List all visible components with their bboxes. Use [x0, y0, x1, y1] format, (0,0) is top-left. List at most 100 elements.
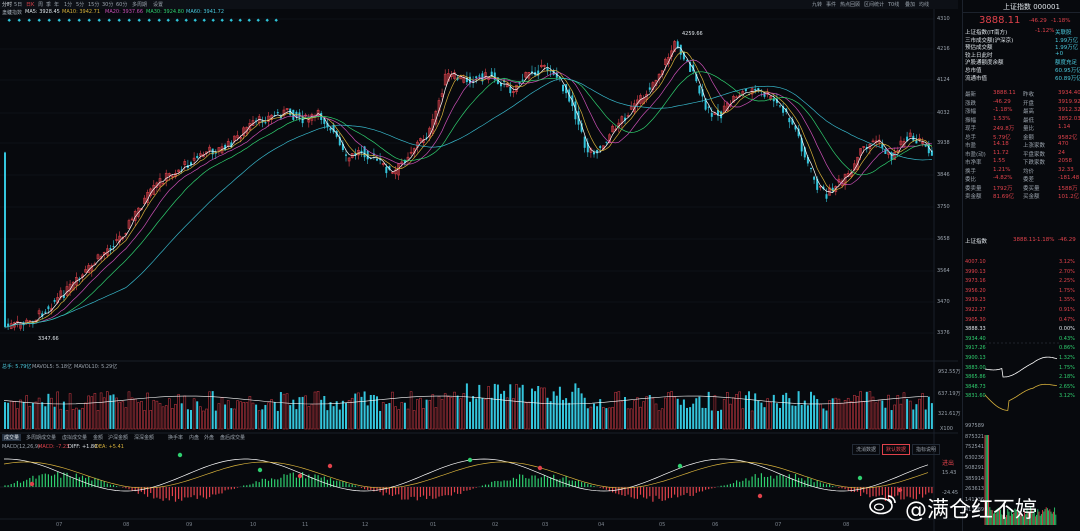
ma-line: [4, 46, 933, 328]
tool-ma[interactable]: 均线: [919, 2, 930, 8]
tool-overlay[interactable]: 叠加: [905, 2, 916, 8]
candle-body: [62, 295, 65, 298]
tab-quarter[interactable]: 季: [46, 2, 52, 8]
tab-fenshi[interactable]: 分时: [2, 2, 13, 8]
tab-5day[interactable]: 5日: [14, 2, 23, 8]
event-marker-icon: [202, 18, 206, 22]
tab-year[interactable]: 年: [54, 2, 60, 8]
tab-amount[interactable]: 金额: [93, 435, 104, 441]
volume-bar: [124, 407, 128, 430]
volume-bar: [304, 395, 308, 430]
high-annotation: 4259.66: [682, 31, 703, 37]
volume-bar: [481, 398, 484, 429]
volume-bar: [763, 407, 766, 429]
tab-5min[interactable]: 5分: [76, 2, 85, 8]
mini-price-label: 3848.73: [965, 383, 986, 390]
volume-bar: [320, 399, 323, 429]
quote-row: 市盈 14.18 上涨家数 470: [965, 141, 1069, 149]
volume-bar: [276, 410, 279, 429]
tab-virtual-volume[interactable]: 虚拟成交量: [62, 435, 88, 441]
market-stat-row: 上证指数(IT南方) -1.12% 关联股: [965, 28, 1072, 36]
volume-bar: [180, 403, 183, 429]
volume-bar: [660, 408, 664, 430]
candle-body: [825, 194, 828, 199]
candle-body: [164, 172, 168, 181]
candle-body: [245, 126, 249, 134]
volume-bar: [13, 400, 16, 430]
tab-15min[interactable]: 15分: [88, 2, 100, 8]
volume-bar: [531, 388, 533, 429]
candle-body: [539, 64, 543, 68]
tab-after-hours[interactable]: 盘后成交量: [220, 435, 246, 441]
volume-bar: [437, 396, 441, 430]
candle-body: [456, 77, 459, 80]
volume-bar: [816, 399, 819, 429]
tab-1min[interactable]: 1分: [64, 2, 73, 8]
candle-body: [307, 119, 311, 123]
candle-body: [47, 306, 50, 310]
volume-bar: [589, 406, 593, 430]
signal-marker-icon: [757, 493, 763, 499]
volume-bar: [651, 397, 655, 430]
default-data-button[interactable]: 默认数据: [882, 444, 911, 455]
volume-bar: [893, 404, 897, 430]
volume-bar: [78, 409, 81, 429]
tool-range-stat[interactable]: 区间统计: [864, 2, 885, 8]
candle-body: [735, 96, 738, 99]
tab-outer[interactable]: 外盘: [204, 435, 215, 441]
candle-body: [806, 156, 809, 164]
tab-volume[interactable]: 成交量: [2, 434, 22, 441]
tab-multi-period[interactable]: 多周期: [132, 2, 148, 8]
candle-body: [772, 98, 775, 102]
volume-bar: [307, 406, 311, 430]
volume-bar: [354, 393, 357, 429]
candle-body: [109, 248, 112, 250]
volume-bar: [115, 397, 118, 430]
kline-chart[interactable]: [0, 0, 958, 531]
candle-body: [112, 246, 115, 248]
tool-event[interactable]: 事件: [826, 2, 837, 8]
date-label: 09: [186, 522, 193, 528]
price-axis-label: 3658: [937, 236, 950, 242]
clean-data-button[interactable]: 洗消数据: [852, 444, 881, 455]
tab-60min[interactable]: 60分: [116, 2, 128, 8]
candle-body: [717, 109, 719, 116]
tab-settings[interactable]: 设置: [153, 2, 164, 8]
tab-30min[interactable]: 30分: [102, 2, 114, 8]
indicator-help-button[interactable]: 指标说明: [912, 444, 941, 455]
tool-jiuzhuan[interactable]: 九转: [812, 2, 823, 8]
mini-pct-label: 1.75%: [1059, 287, 1075, 294]
tab-inner[interactable]: 内盘: [189, 435, 200, 441]
market-stat-row: 三市成交额(沪深京) 1.99万亿: [965, 37, 1079, 44]
volume-bar: [670, 391, 673, 430]
volume-bar: [574, 383, 577, 429]
tab-weekly[interactable]: 周: [38, 2, 44, 8]
volume-bar: [490, 397, 493, 429]
mini-chart-canvas: [984, 342, 1059, 525]
candle-body: [549, 70, 552, 72]
mini-price-label: 3922.27: [965, 307, 986, 313]
volume-bar: [75, 407, 78, 430]
mini-pct-label: 0.91%: [1059, 307, 1075, 313]
volume-bar: [379, 410, 382, 429]
mini-intraday-chart[interactable]: 上证指数 3888.11 -1.18% -46.29 4007.10 3990.13 397…: [963, 235, 1080, 531]
event-marker-icon: [247, 18, 251, 22]
volume-bar: [881, 400, 884, 429]
volume-bar: [226, 400, 230, 430]
volume-bar: [415, 399, 419, 430]
volume-bar: [626, 408, 630, 430]
tool-hot-review[interactable]: 热点回顾: [840, 2, 861, 8]
tab-daily[interactable]: 日K: [26, 2, 35, 8]
volume-bar: [896, 395, 900, 430]
tab-turnover[interactable]: 换手率: [168, 435, 184, 441]
tab-multi-volume[interactable]: 多周期成交量: [26, 435, 57, 441]
candle-body: [673, 41, 676, 52]
volume-bar: [794, 405, 797, 429]
tab-sz-amount[interactable]: 深深金额: [134, 435, 155, 441]
candle-body: [930, 150, 933, 156]
tab-hs-amount[interactable]: 沪深金额: [108, 435, 129, 441]
volume-bar: [601, 407, 605, 430]
tool-t0-line[interactable]: T0线: [888, 2, 900, 8]
volume-bar: [428, 399, 432, 430]
candle-body: [41, 313, 44, 317]
